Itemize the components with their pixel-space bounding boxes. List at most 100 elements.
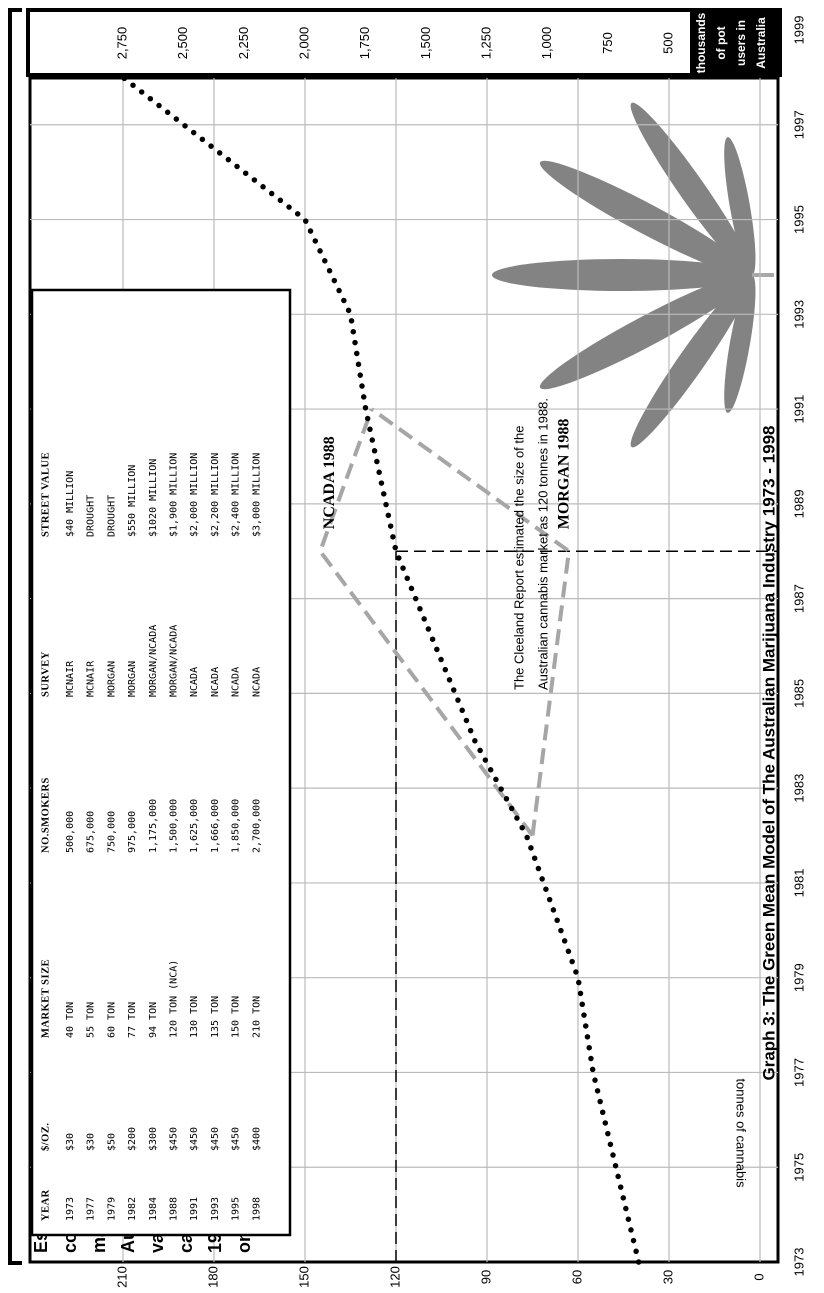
table-cell: $450 — [210, 1127, 221, 1151]
table-cell: $30 — [65, 1133, 76, 1151]
table-cell: $200 — [127, 1127, 138, 1151]
table-cell: 1,500,000 — [169, 799, 180, 853]
y2-tick-label: 2,750 — [114, 27, 129, 60]
y2-axis-label: Australia — [754, 17, 768, 69]
y2-tick-label: 1,750 — [357, 27, 372, 60]
x-tick-label: 1975 — [791, 1153, 806, 1182]
table-cell: $450 — [231, 1127, 242, 1151]
table-cell: $2,400 MILLION — [231, 453, 242, 537]
table-cell: $2,200 MILLION — [210, 453, 221, 537]
table-cell: 1977 — [86, 1197, 97, 1221]
table-cell: 1982 — [127, 1197, 138, 1221]
chart-title: Graph 3: The Green Mean Model of The Aus… — [759, 426, 778, 1081]
y2-axis-label: thousands — [694, 12, 708, 73]
x-tick-label: 1979 — [791, 963, 806, 992]
table-cell: MCNAIR — [65, 660, 76, 697]
y-tick-label: 60 — [569, 1270, 584, 1284]
table-header: NO.SMOKERS — [40, 777, 51, 853]
table-header: MARKET SIZE — [40, 959, 51, 1038]
table-cell: 1,850,000 — [231, 799, 242, 853]
x-tick-label: 1993 — [791, 300, 806, 329]
table-cell: 500,000 — [65, 811, 76, 853]
table-cell: 135 TON — [210, 996, 221, 1038]
x-tick-label: 1991 — [791, 395, 806, 424]
table-cell: $300 — [148, 1127, 159, 1151]
y2-tick-label: 2,000 — [296, 27, 311, 60]
y2-axis-label: of pot — [714, 26, 728, 59]
x-tick-label: 1995 — [791, 205, 806, 234]
y2-tick-label: 2,500 — [175, 27, 190, 60]
y2-tick-label: 1,500 — [418, 27, 433, 60]
table-cell: $3,000 MILLION — [251, 453, 262, 537]
x-tick-label: 1987 — [791, 584, 806, 613]
x-tick-label: 1999 — [791, 16, 806, 45]
table-cell: 130 TON — [189, 996, 200, 1038]
table-cell: $400 — [251, 1127, 262, 1151]
bracket — [8, 8, 22, 1265]
x-tick-label: 1977 — [791, 1058, 806, 1087]
table-cell: 1979 — [106, 1197, 117, 1221]
y-tick-label: 180 — [205, 1266, 220, 1288]
table-cell: 1991 — [189, 1197, 200, 1221]
table-header: $/OZ. — [40, 1123, 51, 1151]
table-cell: 675,000 — [86, 811, 97, 853]
y2-tick-label: 1,250 — [478, 27, 493, 60]
table-frame — [30, 288, 292, 1237]
y2-axis-label: users in — [734, 20, 748, 66]
table-cell: 975,000 — [127, 811, 138, 853]
table-cell: 55 TON — [86, 1002, 97, 1038]
table-cell: MORGAN — [127, 661, 138, 697]
table-cell: 2,700,000 — [251, 799, 262, 853]
y-tick-label: 210 — [114, 1266, 129, 1288]
table-cell: $450 — [189, 1127, 200, 1151]
x-tick-label: 1997 — [791, 110, 806, 139]
table-cell: 210 TON — [251, 996, 262, 1038]
table-cell: NCADA — [251, 667, 262, 697]
table-cell: 1984 — [148, 1197, 159, 1221]
y2-tick-label: 2,250 — [236, 27, 251, 60]
table-cell: $30 — [86, 1133, 97, 1151]
x-tick-label: 1973 — [791, 1248, 806, 1277]
annotation: The Cleeland Report estimated the size o… — [511, 426, 526, 690]
table-cell: 120 TON (NCA) — [169, 960, 180, 1038]
table-cell: MORGAN/NCADA — [169, 625, 180, 697]
plot-frame — [28, 76, 780, 1264]
y-tick-label: 150 — [296, 1266, 311, 1288]
table-cell: $2,000 MILLION — [189, 453, 200, 537]
table-cell: NCADA — [210, 667, 221, 697]
table-cell: 1998 — [251, 1197, 262, 1221]
table-cell: MCNAIR — [86, 660, 97, 697]
table-cell: $50 — [106, 1133, 117, 1151]
table-cell: $1,900 MILLION — [169, 453, 180, 537]
table-cell: 1,666,000 — [210, 799, 221, 853]
y2-tick-label: 500 — [660, 32, 675, 54]
y2-tick-label: 1,000 — [539, 27, 554, 60]
table-cell: $550 MILLION — [127, 465, 138, 537]
estimate-label: NCADA 1988 — [321, 436, 338, 529]
x-tick-label: 1983 — [791, 774, 806, 803]
y-axis-label: tonnes of cannabis — [734, 1078, 749, 1188]
table-cell: 750,000 — [106, 811, 117, 853]
table-cell: $1020 MILLION — [148, 459, 159, 537]
y-tick-label: 30 — [660, 1270, 675, 1284]
y-tick-label: 120 — [387, 1266, 402, 1288]
table-cell: NCADA — [189, 667, 200, 697]
table-cell: MORGAN/NCADA — [148, 625, 159, 697]
table-cell: 77 TON — [127, 1002, 138, 1038]
leaf-decoration — [492, 102, 774, 448]
y-tick-label: 90 — [478, 1270, 493, 1284]
data-line — [120, 74, 642, 1265]
y2-tick-label: 750 — [600, 32, 615, 54]
table-cell: 1,625,000 — [189, 799, 200, 853]
table-header: YEAR — [40, 1189, 51, 1221]
table-header: STREET VALUE — [40, 452, 51, 537]
y-tick-label: 0 — [751, 1273, 766, 1280]
table-cell: 94 TON — [148, 1002, 159, 1038]
table-cell: 40 TON — [65, 1002, 76, 1038]
estimate-label: MORGAN 1988 — [556, 419, 573, 530]
table-cell: 1993 — [210, 1197, 221, 1221]
table-cell: DROUGHT — [86, 495, 97, 537]
table-cell: 60 TON — [106, 1002, 117, 1038]
